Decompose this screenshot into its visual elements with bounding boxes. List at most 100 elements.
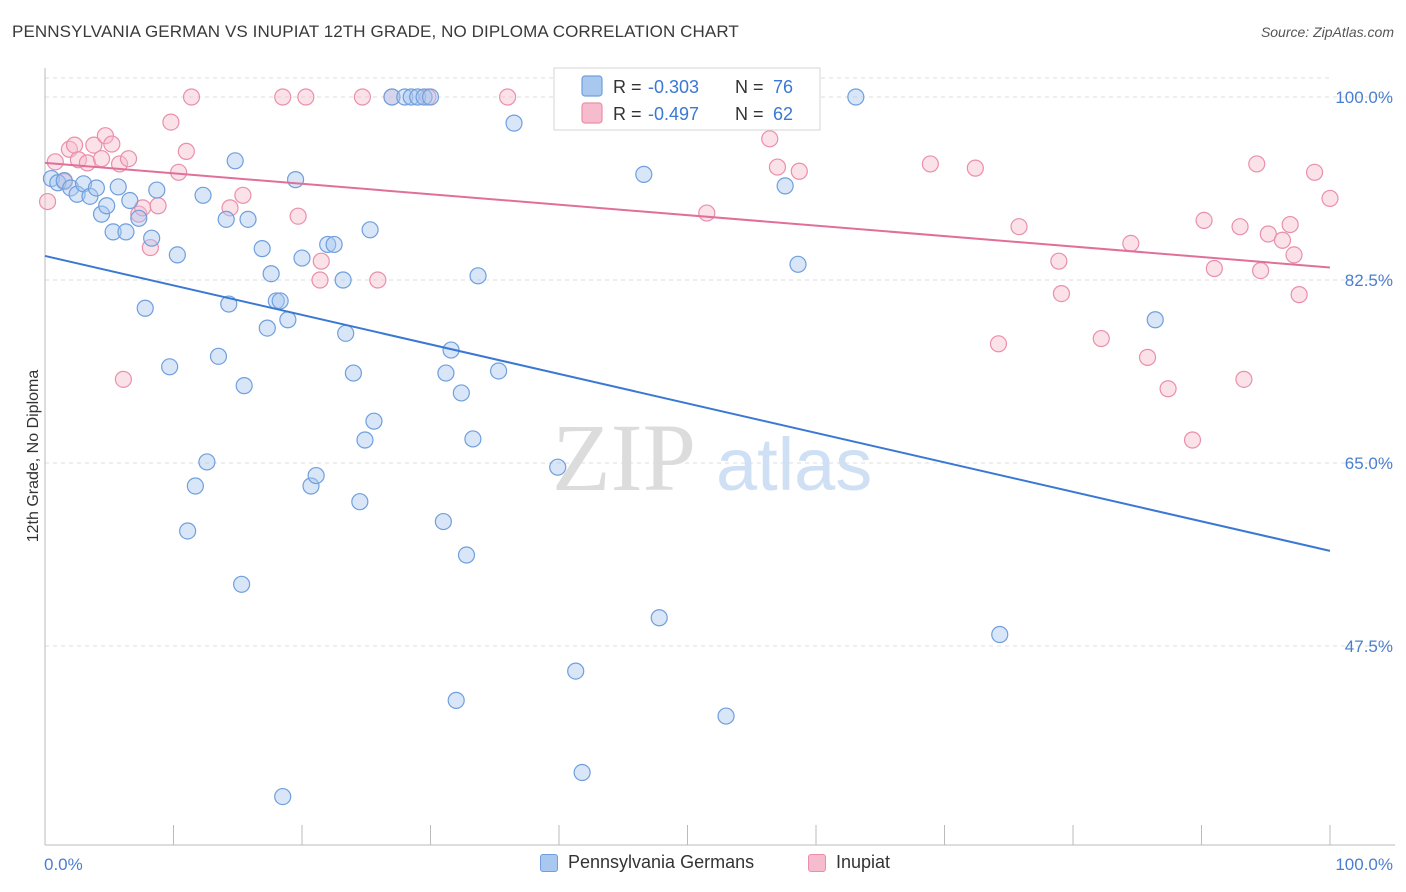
pennsylvania-germans-point-33 xyxy=(262,265,280,283)
inupiat-point-17 xyxy=(149,197,167,215)
pennsylvania-germans-point-37 xyxy=(279,311,297,329)
inupiat-point-41 xyxy=(921,155,939,173)
pennsylvania-germans-point-15 xyxy=(136,299,154,317)
pennsylvania-germans-point-13 xyxy=(121,191,139,210)
pennsylvania-germans-point-66 xyxy=(505,114,523,132)
inupiat-point-30 xyxy=(369,271,387,289)
inupiat-point-53 xyxy=(1205,259,1223,278)
legend-swatch-blue xyxy=(581,75,603,97)
pennsylvania-germans-point-70 xyxy=(635,165,653,183)
inupiat-point-58 xyxy=(1259,225,1277,243)
inupiat-point-29 xyxy=(353,88,371,106)
x-tick-label-1: 100.0% xyxy=(1335,855,1393,874)
axes xyxy=(44,68,1395,846)
inupiat-point-37 xyxy=(698,204,716,222)
pennsylvania-germans-point-49 xyxy=(361,221,379,239)
y-tick-labels: 100.0% 82.5% 65.0% 47.5% xyxy=(1335,88,1393,656)
inupiat-point-55 xyxy=(1235,370,1253,388)
watermark-zip: ZIP xyxy=(552,404,696,511)
inupiat-point-50 xyxy=(1159,380,1177,398)
pennsylvania-germans-point-30 xyxy=(239,210,257,228)
inupiat-point-8 xyxy=(92,150,111,168)
pennsylvania-germans-point-39 xyxy=(293,249,311,267)
inupiat-point-27 xyxy=(311,271,329,289)
pennsylvania-germans-point-64 xyxy=(469,267,487,285)
legend-r-label-1: R = xyxy=(613,77,642,97)
chart-title: PENNSYLVANIA GERMAN VS INUPIAT 12TH GRAD… xyxy=(12,22,739,41)
pennsylvania-germans-point-53 xyxy=(402,88,420,106)
pennsylvania-germans-point-77 xyxy=(1146,311,1164,329)
x-tick-label-0: 0.0% xyxy=(44,855,83,874)
pennsylvania-germans-point-72 xyxy=(717,707,735,725)
pennsylvania-germans-point-42 xyxy=(319,235,337,254)
inupiat-point-28 xyxy=(312,252,330,270)
inupiat-point-23 xyxy=(234,186,252,204)
pennsylvania-germans-point-45 xyxy=(337,324,355,342)
pennsylvania-germans-point-38 xyxy=(286,171,305,189)
legend-r-label-2: R = xyxy=(613,104,642,124)
pennsylvania-germans-point-50 xyxy=(365,412,383,430)
inupiat-trend-line xyxy=(44,161,1331,269)
pennsylvania-germans-point-74 xyxy=(789,255,807,273)
inupiat-point-60 xyxy=(1281,215,1299,234)
pennsylvania-germans-point-63 xyxy=(464,430,482,448)
inupiat-point-62 xyxy=(1290,286,1308,304)
pennsylvania-germans-point-48 xyxy=(356,431,374,449)
y-tick-label-3: 47.5% xyxy=(1345,637,1393,656)
inupiat-point-52 xyxy=(1195,211,1213,229)
legend-r-value-2: -0.497 xyxy=(648,104,699,124)
y-tick-label-1: 82.5% xyxy=(1345,271,1393,290)
pennsylvania-germans-point-62 xyxy=(457,546,476,564)
pennsylvania-germans-point-1 xyxy=(49,174,67,192)
watermark-atlas: atlas xyxy=(716,423,872,506)
pennsylvania-germans-point-58 xyxy=(437,364,455,382)
stats-legend: R = -0.303 N = 76 R = -0.497 N = 62 xyxy=(553,67,821,131)
inupiat-point-54 xyxy=(1231,218,1249,236)
inupiat-point-51 xyxy=(1183,431,1202,449)
inupiat-point-12 xyxy=(114,370,132,388)
pennsylvania-germans-point-73 xyxy=(776,177,794,195)
inupiat-point-38 xyxy=(761,130,779,148)
inupiat-point-19 xyxy=(170,163,188,181)
inupiat-point-24 xyxy=(274,88,292,106)
legend-item-inupiat: Inupiat xyxy=(808,852,890,873)
inupiat-point-45 xyxy=(1050,252,1068,270)
grid-lines xyxy=(45,77,1390,647)
y-axis-title: 12th Grade, No Diploma xyxy=(25,370,42,543)
inupiat-point-46 xyxy=(1052,284,1071,303)
pennsylvania-germans-point-68 xyxy=(567,662,585,680)
pennsylvania-germans-point-17 xyxy=(148,181,166,199)
legend-swatch-pink xyxy=(581,102,603,124)
pennsylvania-germans-point-56 xyxy=(421,88,440,106)
legend-swatch-pennsylvania-germans xyxy=(540,853,558,872)
inupiat-point-26 xyxy=(297,88,315,106)
inupiat-point-7 xyxy=(85,136,103,154)
pennsylvania-germans-point-22 xyxy=(194,186,212,204)
x-tick-labels: 0.0% 100.0% xyxy=(44,855,1393,874)
legend-label-pennsylvania-germans: Pennsylvania Germans xyxy=(568,852,755,872)
inupiat-point-0 xyxy=(38,192,57,211)
pennsylvania-germans-trend-line xyxy=(44,254,1331,552)
pennsylvania-germans-point-12 xyxy=(117,223,135,241)
pennsylvania-germans-point-46 xyxy=(344,364,362,382)
pennsylvania-germans-point-61 xyxy=(452,384,470,402)
inupiat-point-25 xyxy=(289,207,307,225)
inupiat-point-48 xyxy=(1122,234,1140,252)
pennsylvania-germans-point-75 xyxy=(847,88,865,106)
legend-label-inupiat: Inupiat xyxy=(836,852,891,872)
pennsylvania-germans-point-36 xyxy=(274,787,292,806)
pennsylvania-germans-point-23 xyxy=(198,453,216,471)
pennsylvania-germans-point-43 xyxy=(325,235,343,254)
pennsylvania-germans-point-65 xyxy=(490,362,508,380)
inupiat-point-4 xyxy=(65,136,84,154)
pennsylvania-germans-point-9 xyxy=(98,197,116,215)
legend-swatch-inupiat xyxy=(808,853,826,872)
inupiat-point-5 xyxy=(69,151,88,169)
inupiat-point-57 xyxy=(1252,261,1270,280)
pennsylvania-germans-point-4 xyxy=(68,185,86,203)
pennsylvania-germans-point-20 xyxy=(186,477,204,495)
pennsylvania-germans-point-21 xyxy=(179,522,197,540)
inupiat-point-59 xyxy=(1273,231,1292,249)
pennsylvania-germans-point-27 xyxy=(226,152,244,170)
